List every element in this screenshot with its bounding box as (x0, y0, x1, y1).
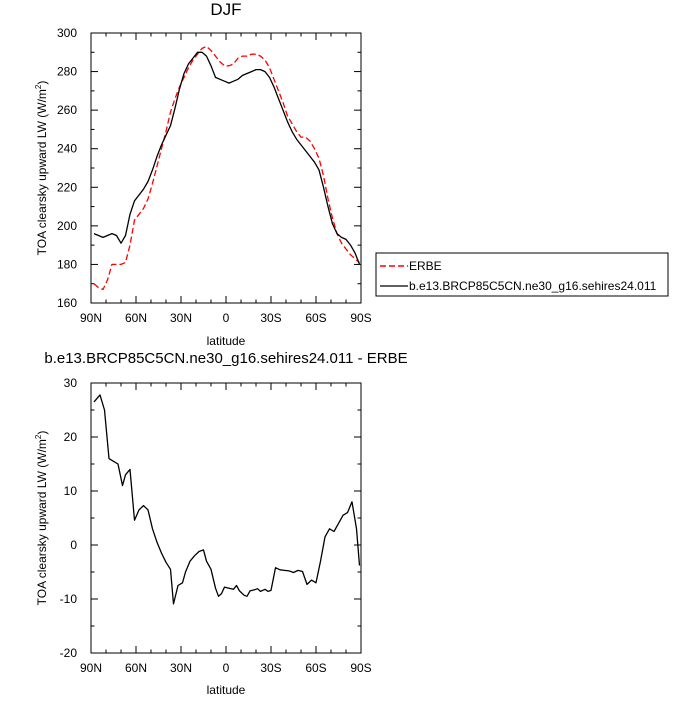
x-tick-label: 90N (80, 661, 102, 675)
x-tick-label: 60N (125, 661, 147, 675)
y-tick-label: 220 (57, 180, 77, 194)
y-tick-label: 160 (57, 296, 77, 310)
chart-bottom-y-axis-label-main: TOA clearsky upward LW (W/m (35, 439, 49, 605)
legend-box (375, 252, 669, 297)
chart-top-title: DJF (210, 0, 241, 19)
chart-top-plot-frame (90, 32, 362, 304)
y-tick-label: 200 (57, 219, 77, 233)
legend-label-erbe: ERBE (409, 259, 442, 273)
y-tick-label: -20 (60, 646, 78, 660)
x-tick-label: 60S (305, 311, 326, 325)
series-line-0 (93, 394, 361, 605)
y-tick-label: 300 (57, 26, 77, 40)
y-tick-label: 10 (64, 484, 78, 498)
x-tick-label: 60N (125, 311, 147, 325)
x-tick-label: 0 (223, 661, 230, 675)
x-tick-label: 60S (305, 661, 326, 675)
chart-bottom-y-ticks: -20 -10 0 10 20 30 (60, 376, 361, 660)
x-tick-label: 90S (350, 661, 371, 675)
y-tick-label: 180 (57, 257, 77, 271)
chart-top-legend: ERBE b.e13.BRCP85C5CN.ne30_g16.sehires24… (375, 252, 669, 297)
chart-top-y-axis-label-close: ) (35, 81, 49, 85)
series-line-0 (93, 45, 360, 291)
y-tick-label: 0 (70, 538, 77, 552)
chart-bottom-y-axis-label: TOA clearsky upward LW (W/m2) (34, 431, 49, 606)
chart-bottom-plot-frame (90, 382, 362, 654)
x-tick-label: 30N (170, 311, 192, 325)
y-tick-label: -10 (60, 592, 78, 606)
legend-label-model: b.e13.BRCP85C5CN.ne30_g16.sehires24.011 (409, 279, 657, 293)
x-tick-label: 90N (80, 311, 102, 325)
chart-top-x-axis-label: latitude (207, 334, 246, 348)
x-tick-label: 90S (350, 311, 371, 325)
y-tick-label: 260 (57, 103, 77, 117)
chart-top-y-ticks: 160 180 200 220 240 260 280 300 (57, 26, 361, 310)
chart-top-x-ticks: 90N 60N 30N 0 30S 60S 90S (80, 33, 372, 325)
y-tick-label: 30 (64, 376, 78, 390)
chart-bottom-series (93, 394, 361, 605)
chart-top-y-axis-label-main: TOA clearsky upward LW (W/m (35, 89, 49, 255)
chart-bottom-x-ticks: 90N 60N 30N 0 30S 60S 90S (80, 383, 372, 675)
chart-bottom-x-axis-label: latitude (207, 683, 246, 697)
chart-top-series (93, 45, 361, 291)
chart-bottom: b.e13.BRCP85C5CN.ne30_g16.sehires24.011 … (34, 350, 408, 697)
chart-bottom-y-axis-label-sup: 2 (34, 434, 43, 439)
x-tick-label: 30S (260, 311, 281, 325)
x-tick-label: 30N (170, 661, 192, 675)
chart-bottom-title: b.e13.BRCP85C5CN.ne30_g16.sehires24.011 … (44, 350, 407, 367)
x-tick-label: 0 (223, 311, 230, 325)
chart-top: DJF 90N 60N 30N 0 30S 60S 90S 160 180 200 220 240 2… (34, 0, 669, 348)
y-tick-label: 280 (57, 65, 77, 79)
y-tick-label: 20 (64, 430, 78, 444)
chart-bottom-y-axis-label-close: ) (35, 431, 49, 435)
chart-top-y-axis-label: TOA clearsky upward LW (W/m2) (34, 81, 49, 256)
chart-top-y-axis-label-sup: 2 (34, 84, 43, 89)
y-tick-label: 240 (57, 142, 77, 156)
series-line-1 (93, 51, 361, 265)
x-tick-label: 30S (260, 661, 281, 675)
